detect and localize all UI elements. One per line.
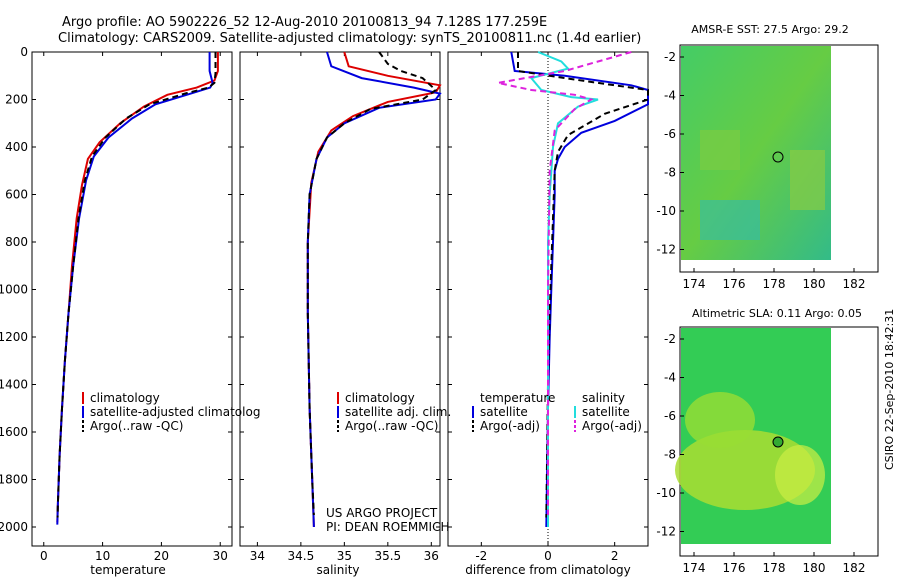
map-y-tick-label: -2: [664, 332, 676, 346]
legend-sat: satellite-adjusted climatolog: [90, 405, 260, 419]
map-y-tick-label: -10: [656, 486, 676, 500]
title-line-1: Argo profile: AO 5902226_52 12-Aug-2010 …: [62, 15, 547, 30]
depth-tick-label: 200: [5, 93, 28, 107]
sst-patch-1: [700, 130, 740, 170]
depth-tick-label: 1800: [0, 473, 28, 487]
title-line-2: Climatology: CARS2009. Satellite-adjuste…: [58, 31, 641, 46]
sst-patch-2: [790, 150, 825, 210]
map-y-tick-label: -6: [664, 409, 676, 423]
series-line-satellite-adjusted-climatology: [56, 52, 214, 525]
map-x-tick-label: 176: [723, 561, 746, 575]
sst-map-title: AMSR-E SST: 27.5 Argo: 29.2: [691, 23, 849, 36]
sla-map-ticks: 174 176 178 180 182 -2 -4 -6 -8 -10 -12: [656, 332, 865, 575]
depth-tick-labels: 0 200 400 600 800 1000 1200 1400 1600 1800 2000: [0, 45, 648, 534]
x-tick-labels: 0 10 20 30 34 34.5 35 35.5 36 -2 0 2: [40, 52, 619, 563]
legend-diff-temp-argo: Argo(-adj): [480, 419, 540, 433]
depth-tick-label: 1000: [0, 283, 28, 297]
project-annotation: US ARGO PROJECT: [326, 506, 438, 520]
map-y-tick-label: -10: [656, 204, 676, 218]
map-x-tick-label: 174: [683, 277, 706, 291]
sla-blob-2: [775, 445, 825, 505]
x-tick-label: 20: [154, 549, 169, 563]
depth-tick-label: 2000: [0, 520, 28, 534]
x-tick-label: 0: [544, 549, 552, 563]
series-line-argo-raw-qc-: [56, 52, 217, 518]
depth-tick-label: 600: [5, 188, 28, 202]
series-line-temperature-satellite: [510, 51, 649, 528]
x-tick-label: 10: [95, 549, 110, 563]
legend-diff-temp-head: temperature: [480, 391, 555, 405]
sst-patch-3: [700, 200, 760, 240]
salinity-xlabel: salinity: [316, 563, 359, 577]
x-tick-label: 0: [40, 549, 48, 563]
depth-tick-label: 0: [20, 45, 28, 59]
map-x-tick-label: 174: [683, 561, 706, 575]
legend-argo: Argo(..raw -QC): [90, 419, 183, 433]
map-y-tick-label: -8: [664, 448, 676, 462]
x-tick-label: -2: [475, 549, 487, 563]
series-line-temperature-argo-adj-: [517, 52, 649, 518]
x-tick-label: 36: [424, 549, 439, 563]
difference-legend: temperature satellite Argo(-adj) salinit…: [472, 391, 642, 433]
x-tick-label: 2: [611, 549, 619, 563]
x-tick-label: 35: [337, 549, 352, 563]
sla-map-title: Altimetric SLA: 0.11 Argo: 0.05: [692, 307, 862, 320]
legend-diff-sal-head: salinity: [582, 391, 625, 405]
x-tick-label: 34: [250, 549, 265, 563]
credit-label: CSIRO 22-Sep-2010 18:42:31: [883, 309, 896, 470]
pi-annotation: PI: DEAN ROEMMICH: [326, 520, 449, 534]
map-y-tick-label: -8: [664, 166, 676, 180]
series-line-argo-raw-qc-: [306, 51, 438, 516]
depth-tick-label: 1600: [0, 425, 28, 439]
series-line-salinity-argo-adj-: [497, 51, 632, 516]
map-x-tick-label: 176: [723, 277, 746, 291]
series-line-climatology: [306, 51, 442, 528]
temperature-legend: climatology satellite-adjusted climatolo…: [82, 391, 260, 433]
map-x-tick-label: 178: [763, 277, 786, 291]
series-line-satellite-adj-clim-: [306, 51, 442, 528]
depth-tick-label: 400: [5, 140, 28, 154]
map-y-tick-label: -4: [664, 371, 676, 385]
depth-tick-label: 1200: [0, 330, 28, 344]
map-y-tick-label: -4: [664, 89, 676, 103]
legend-diff-sal-sat: satellite: [582, 405, 630, 419]
profile-lines: [56, 51, 649, 528]
map-x-tick-label: 182: [843, 277, 866, 291]
temperature-axes: [31, 51, 233, 547]
difference-xlabel: difference from climatology: [465, 563, 631, 577]
sla-argo-marker: [772, 436, 784, 448]
legend-sal-argo: Argo(..raw -QC): [345, 419, 438, 433]
map-y-tick-label: -6: [664, 127, 676, 141]
sst-argo-marker: [772, 151, 784, 163]
depth-tick-label: 800: [5, 235, 28, 249]
salinity-axes: [239, 51, 441, 547]
legend-sal-sat: satellite adj. clim.: [345, 405, 451, 419]
sst-map-ticks: 174 176 178 180 182 -2 -4 -6 -8 -10 -12: [656, 50, 865, 291]
legend-clim: climatology: [90, 391, 160, 405]
legend-diff-temp-sat: satellite: [480, 405, 528, 419]
map-x-tick-label: 182: [843, 561, 866, 575]
temperature-xlabel: temperature: [90, 563, 165, 577]
x-tick-label: 35.5: [374, 549, 401, 563]
map-x-tick-label: 180: [803, 561, 826, 575]
series-line-climatology: [56, 52, 219, 523]
map-y-tick-label: -2: [664, 50, 676, 64]
x-tick-label: 34.5: [288, 549, 315, 563]
depth-tick-label: 1400: [0, 378, 28, 392]
sla-blob-1: [685, 392, 755, 448]
map-y-tick-label: -12: [656, 525, 676, 539]
map-x-tick-label: 180: [803, 277, 826, 291]
x-tick-label: 30: [213, 549, 228, 563]
salinity-legend: climatology satellite adj. clim. Argo(..…: [337, 391, 451, 433]
legend-diff-sal-argo: Argo(-adj): [582, 419, 642, 433]
legend-sal-clim: climatology: [345, 391, 415, 405]
map-x-tick-label: 178: [763, 561, 786, 575]
map-y-tick-label: -12: [656, 243, 676, 257]
